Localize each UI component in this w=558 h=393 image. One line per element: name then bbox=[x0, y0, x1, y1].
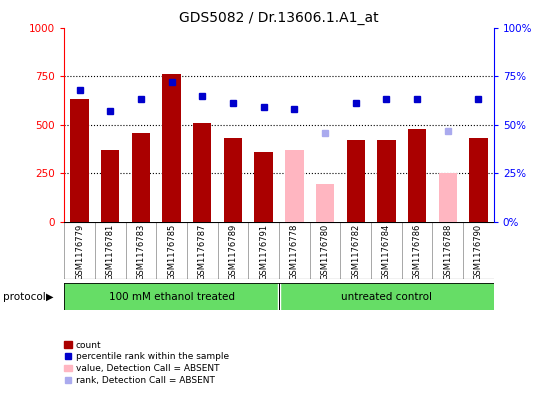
Text: GSM1176779: GSM1176779 bbox=[75, 224, 84, 280]
Text: protocol: protocol bbox=[3, 292, 46, 302]
Text: untreated control: untreated control bbox=[341, 292, 432, 302]
Text: GSM1176788: GSM1176788 bbox=[443, 224, 453, 280]
Text: GSM1176787: GSM1176787 bbox=[198, 224, 207, 280]
Bar bbox=[285, 150, 304, 222]
Text: 100 mM ethanol treated: 100 mM ethanol treated bbox=[109, 292, 234, 302]
Text: GSM1176778: GSM1176778 bbox=[290, 224, 299, 280]
Bar bbox=[254, 152, 273, 222]
Bar bbox=[439, 173, 457, 222]
Bar bbox=[162, 74, 181, 222]
Text: GSM1176782: GSM1176782 bbox=[351, 224, 360, 280]
Bar bbox=[101, 150, 119, 222]
Text: GSM1176791: GSM1176791 bbox=[259, 224, 268, 280]
Bar bbox=[132, 132, 150, 222]
Bar bbox=[70, 99, 89, 222]
Bar bbox=[279, 283, 494, 310]
Text: GSM1176780: GSM1176780 bbox=[320, 224, 330, 280]
Bar bbox=[278, 283, 280, 310]
Bar bbox=[408, 129, 426, 222]
Legend: count, percentile rank within the sample, value, Detection Call = ABSENT, rank, : count, percentile rank within the sample… bbox=[60, 337, 232, 389]
Text: GSM1176781: GSM1176781 bbox=[105, 224, 115, 280]
Bar bbox=[347, 140, 365, 222]
Text: GSM1176785: GSM1176785 bbox=[167, 224, 176, 280]
Bar bbox=[64, 283, 279, 310]
Text: GSM1176789: GSM1176789 bbox=[228, 224, 238, 280]
Text: GSM1176784: GSM1176784 bbox=[382, 224, 391, 280]
Title: GDS5082 / Dr.13606.1.A1_at: GDS5082 / Dr.13606.1.A1_at bbox=[179, 11, 379, 25]
Bar bbox=[193, 123, 211, 222]
Text: GSM1176790: GSM1176790 bbox=[474, 224, 483, 280]
Text: ▶: ▶ bbox=[46, 292, 54, 302]
Text: GSM1176786: GSM1176786 bbox=[412, 224, 422, 280]
Bar bbox=[224, 138, 242, 222]
Bar bbox=[377, 140, 396, 222]
Text: GSM1176783: GSM1176783 bbox=[136, 224, 146, 280]
Bar bbox=[316, 184, 334, 222]
Bar bbox=[469, 138, 488, 222]
